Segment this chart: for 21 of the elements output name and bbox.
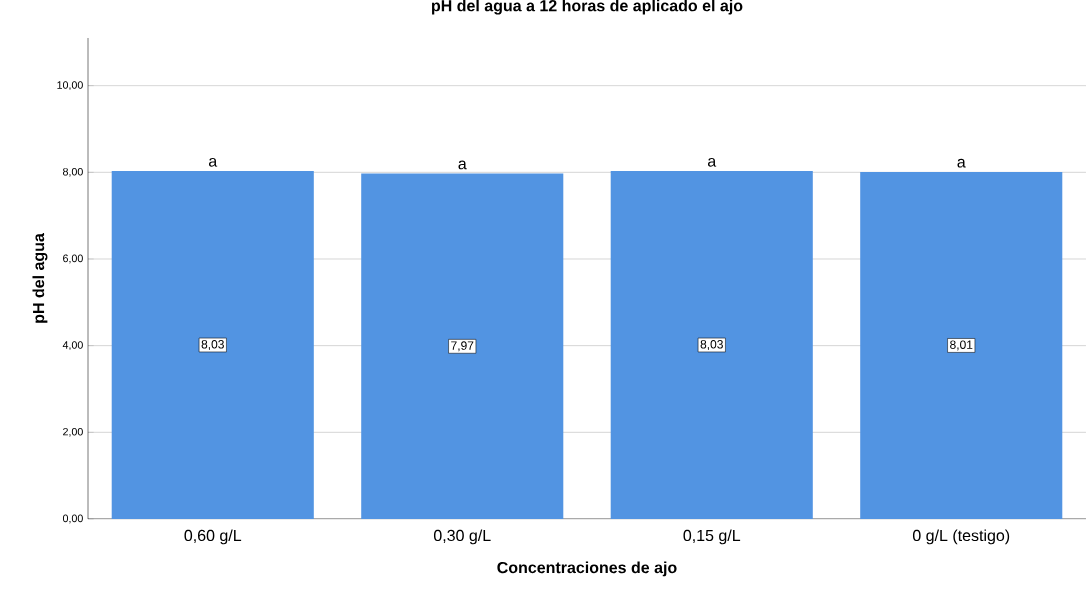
y-tick-label: 8,00 (63, 167, 83, 177)
y-tick-label: 0,00 (62, 514, 83, 524)
y-axis-title: pH del agua (32, 233, 48, 323)
x-tick-label: 0,60 g/L (184, 529, 242, 545)
data-label: 8,03 (201, 340, 224, 350)
data-label: 8,03 (700, 340, 723, 350)
x-tick-label: 0,15 g/L (683, 529, 741, 545)
x-axis-title: Concentraciones de ajo (497, 561, 677, 577)
chart-title: pH del agua a 12 horas de aplicado el ajo (432, 0, 743, 15)
annotation: a (458, 160, 467, 170)
y-tick-label: 10,00 (57, 81, 83, 91)
y-tick-label: 4,00 (62, 341, 83, 351)
annotation: a (957, 158, 966, 168)
x-tick-label: 0 g/L (testigo) (912, 529, 1010, 545)
annotation: a (707, 157, 717, 167)
x-tick-label: 0,30 g/L (433, 529, 491, 545)
annotation: a (208, 157, 218, 167)
y-tick-label: 6,00 (63, 254, 83, 264)
data-label: 8,01 (950, 340, 973, 351)
data-label: 7,97 (451, 341, 474, 352)
y-tick-label: 2,00 (63, 427, 83, 437)
